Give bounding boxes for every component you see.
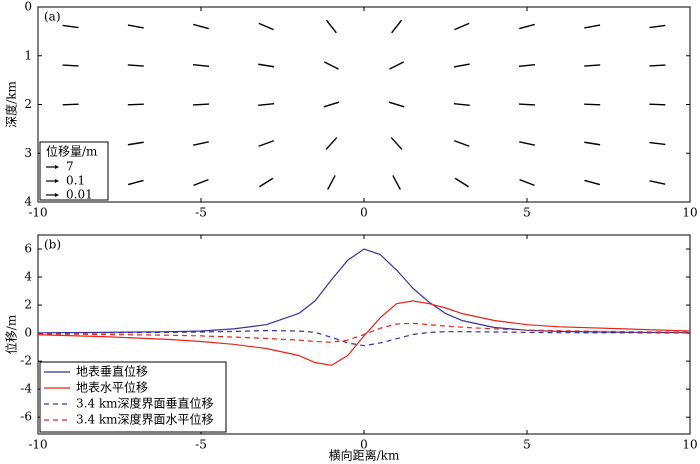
displacement-arrow (519, 178, 535, 187)
y-tick-label: 2 (24, 97, 32, 111)
displacement-arrow (258, 63, 275, 68)
legend-value: 0.01 (66, 188, 93, 202)
x-axis-label: 横向距离/km (329, 448, 400, 463)
y-tick-label: 4 (24, 195, 32, 209)
displacement-arrow (323, 61, 339, 70)
displacement-arrow (584, 64, 601, 67)
displacement-arrow (649, 141, 666, 146)
displacement-arrow (519, 23, 535, 30)
y-axis-label: 深度/km (4, 81, 19, 128)
displacement-arrow (193, 141, 209, 146)
displacement-arrow (258, 140, 274, 147)
y-tick-label: 0 (24, 0, 32, 14)
displacement-arrow (519, 141, 535, 146)
displacement-arrow (193, 23, 209, 30)
displacement-arrow (584, 179, 601, 186)
displacement-arrow (584, 103, 601, 106)
y-axis-label: 位移/m (4, 314, 19, 354)
x-tick-label: 10 (682, 206, 697, 220)
displacement-arrow (389, 61, 405, 70)
displacement-arrow (325, 137, 338, 150)
series-line (37, 322, 691, 343)
legend-arrow-head (55, 179, 59, 183)
legend-label: 地表水平位移 (76, 380, 148, 395)
legend-arrow-head (55, 165, 59, 169)
displacement-arrow (323, 101, 340, 108)
displacement-arrow (453, 63, 470, 68)
legend-title: 位移量/m (46, 144, 98, 159)
displacement-arrow (649, 24, 666, 29)
panel-label: (a) (44, 10, 61, 24)
x-tick-label: 10 (682, 438, 697, 452)
displacement-arrow (192, 103, 210, 106)
displacement-arrow (390, 137, 403, 150)
displacement-arrow (327, 175, 336, 190)
displacement-arrow (193, 178, 209, 187)
displacement-arrow (192, 63, 210, 68)
displacement-arrow (62, 103, 79, 106)
legend-label: 3.4 km深度界面水平位移 (76, 412, 214, 427)
y-tick-label: 2 (24, 298, 32, 312)
displacement-arrow (518, 63, 536, 68)
y-tick-label: 4 (24, 270, 32, 284)
displacement-arrow (392, 175, 401, 190)
y-tick-label: 3 (24, 146, 32, 160)
displacement-arrow (127, 64, 144, 67)
series-line (37, 329, 691, 347)
displacement-arrow (127, 24, 144, 29)
legend-arrow-head (55, 193, 59, 197)
y-tick-label: 6 (24, 242, 32, 256)
displacement-arrow (454, 177, 469, 188)
displacement-arrow (62, 64, 79, 67)
legend-value: 7 (66, 160, 74, 174)
y-tick-label: -4 (20, 382, 32, 396)
displacement-arrow (454, 140, 470, 147)
displacement-arrow (649, 64, 666, 67)
y-tick-label: 0 (24, 326, 32, 340)
displacement-arrow (584, 141, 601, 146)
x-tick-label: 5 (523, 438, 531, 452)
displacement-arrow (258, 22, 274, 31)
x-tick-label: 0 (360, 438, 368, 452)
displacement-arrow (388, 101, 405, 108)
displacement-arrow (391, 19, 403, 34)
displacement-arrow (453, 102, 470, 107)
series-line (37, 248, 691, 334)
x-tick-label: -10 (28, 206, 47, 220)
legend-value: 0.1 (66, 174, 85, 188)
legend-box (39, 361, 227, 433)
legend-label: 地表垂直位移 (76, 364, 148, 379)
displacement-arrow (584, 24, 601, 29)
x-tick-label: -10 (28, 438, 47, 452)
displacement-arrow (259, 177, 274, 188)
x-tick-label: -5 (195, 438, 207, 452)
displacement-arrow (127, 179, 144, 186)
displacement-arrow (454, 22, 470, 31)
displacement-arrow (62, 24, 79, 29)
displacement-arrow (127, 141, 144, 146)
y-tick-label: -6 (20, 410, 32, 424)
x-tick-label: 5 (523, 206, 531, 220)
x-tick-label: 0 (360, 206, 368, 220)
displacement-arrow (649, 103, 666, 106)
displacement-arrow (518, 103, 536, 106)
displacement-arrow (325, 19, 337, 34)
series-line (37, 300, 691, 366)
x-tick-label: -5 (195, 206, 207, 220)
panel-label: (b) (44, 238, 61, 252)
legend-box (39, 141, 109, 201)
displacement-arrow (649, 180, 666, 185)
y-tick-label: -2 (20, 354, 32, 368)
y-tick-label: 1 (24, 48, 32, 62)
displacement-arrow (127, 103, 144, 106)
legend-label: 3.4 km深度界面垂直位移 (76, 396, 214, 411)
displacement-arrow (258, 102, 275, 107)
